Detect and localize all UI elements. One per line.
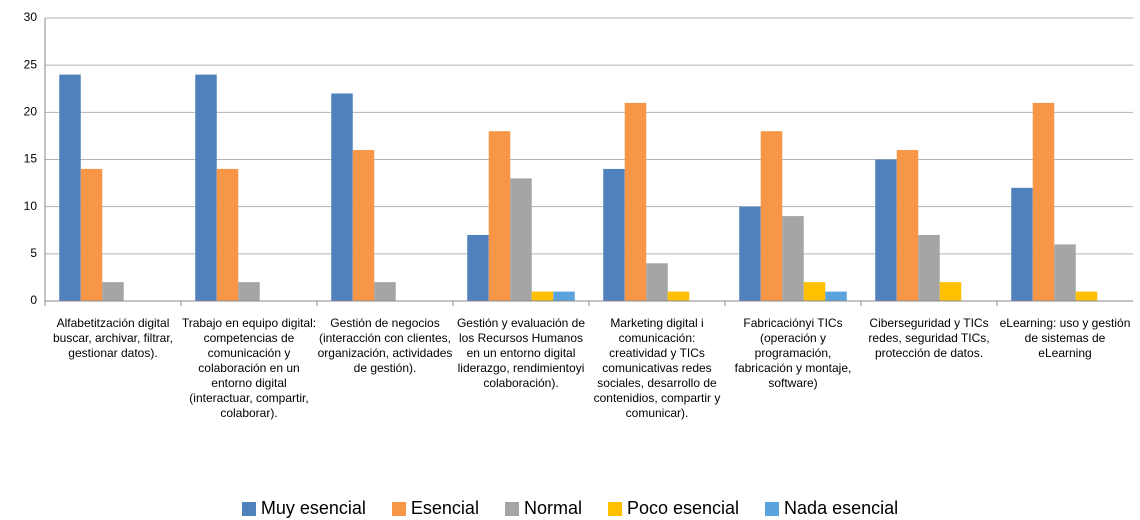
legend-swatch [241,501,256,516]
bar [1075,291,1098,301]
bar [195,74,217,301]
bar [531,291,554,301]
legend-label: Esencial [410,498,479,518]
bar [760,131,783,301]
bar [102,282,124,301]
bar [1054,244,1076,301]
bar [59,74,81,301]
bar [331,93,353,301]
legend-item: Poco esencial [607,498,740,519]
x-tick-label: Gestión de negocios (interacción con cli… [317,316,453,375]
legend-swatch [607,501,622,516]
bar [667,291,690,301]
legend-item: Normal [504,498,582,519]
bar [875,159,897,301]
legend-item: Muy esencial [241,498,366,519]
bar [739,206,761,301]
bar [510,178,532,301]
x-tick-label: Ciberseguridad y TICs redes, seguridad T… [868,316,990,360]
bar [603,168,625,301]
legend-swatch [504,501,519,516]
bar [939,282,962,301]
bar [918,234,940,301]
legend-label: Normal [523,498,582,518]
bar [238,282,260,301]
bar [352,150,375,301]
y-tick-label: 15 [24,152,38,166]
bar [374,282,396,301]
bar [825,291,847,301]
x-tick-label: Fabricaciónyi TICs (operación y programa… [734,316,852,390]
x-tick-label: Trabajo en equipo digital: competencias … [181,316,317,420]
bar [624,102,647,302]
y-tick-label: 0 [30,293,37,307]
x-tick-label: Gestión y evaluación de los Recursos Hum… [456,316,586,390]
bar [1011,187,1033,301]
bar [553,291,575,301]
legend-item: Esencial [391,498,479,519]
y-tick-label: 5 [30,246,37,260]
bar [80,168,103,301]
legend-label: Nada esencial [784,498,899,518]
bar [488,131,511,301]
legend-label: Poco esencial [626,498,740,518]
bar [896,150,919,301]
y-tick-label: 10 [24,199,38,213]
x-tick-label: Alfabetitzación digital buscar, archivar… [52,316,174,360]
bar [803,282,826,301]
x-tick-label: Marketing digital i comunicación: creati… [593,316,721,420]
bar [646,263,668,301]
y-tick-label: 30 [24,10,38,24]
legend-label: Muy esencial [260,498,366,518]
bar [216,168,239,301]
legend-swatch [391,501,406,516]
y-tick-label: 20 [24,105,38,119]
legend-swatch [765,501,780,516]
bar [782,216,804,301]
legend-item: Nada esencial [765,498,898,519]
x-tick-label: eLearning: uso y gestión de sistemas de … [999,316,1131,360]
y-tick-label: 25 [24,57,38,71]
bar [1032,102,1055,302]
legend: Muy esencial Esencial Normal Poco esencial N… [0,498,1140,519]
bar [467,234,489,301]
